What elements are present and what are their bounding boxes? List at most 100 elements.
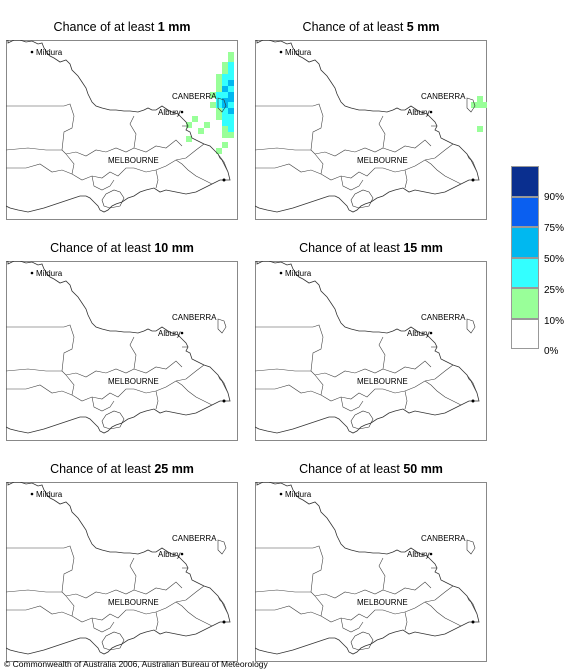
rainfall-cell bbox=[228, 114, 234, 120]
legend-swatch-10 bbox=[511, 288, 539, 319]
district-border bbox=[155, 611, 159, 631]
city-albury-dot bbox=[429, 110, 433, 114]
district-border bbox=[424, 601, 462, 627]
rainfall-cell bbox=[222, 120, 228, 126]
district-border bbox=[378, 557, 386, 591]
copyright-notice: © Commonwealth of Australia 2006, Austra… bbox=[4, 659, 268, 669]
state-outline bbox=[255, 482, 480, 655]
panel-title: Chance of at least 50 mm bbox=[255, 462, 487, 476]
district-border bbox=[129, 557, 137, 591]
district-border bbox=[133, 143, 205, 173]
district-border bbox=[65, 153, 134, 181]
rainfall-cell bbox=[204, 122, 210, 128]
rainfall-cell bbox=[228, 74, 234, 80]
panel-title: Chance of at least 15 mm bbox=[255, 241, 487, 255]
city-label-canberra: CANBERRA bbox=[172, 534, 217, 543]
rainfall-cell bbox=[228, 86, 234, 92]
rainfall-cell bbox=[222, 114, 228, 120]
rainfall-cell bbox=[228, 126, 234, 132]
district-border bbox=[65, 368, 135, 378]
district-border bbox=[382, 364, 454, 394]
district-border bbox=[340, 396, 364, 412]
district-border bbox=[255, 368, 311, 372]
rainfall-cell bbox=[222, 68, 228, 74]
map-5mm: Mildura CANBERRA Albury MELBOURNE bbox=[255, 40, 487, 220]
city-label-melbourne: MELBOURNE bbox=[108, 598, 159, 607]
rainfall-cell bbox=[216, 98, 222, 104]
district-border bbox=[65, 595, 134, 623]
rainfall-cell bbox=[228, 92, 234, 98]
rainfall-cell bbox=[186, 136, 192, 142]
district-border bbox=[175, 380, 213, 406]
district-border bbox=[217, 153, 229, 173]
act-border bbox=[217, 318, 227, 334]
district-border bbox=[255, 605, 322, 617]
district-border bbox=[404, 611, 408, 631]
map-frame bbox=[6, 261, 238, 441]
district-border bbox=[340, 617, 364, 633]
rainfall-cell bbox=[222, 92, 228, 98]
panel-title: Chance of at least 1 mm bbox=[6, 20, 238, 34]
city-label-canberra: CANBERRA bbox=[421, 313, 466, 322]
district-border bbox=[133, 585, 205, 615]
district-border bbox=[382, 585, 454, 615]
legend-label-50: 50% bbox=[544, 254, 565, 265]
legend-swatch-90 bbox=[511, 166, 539, 197]
act-border bbox=[466, 539, 476, 555]
district-border bbox=[255, 163, 322, 175]
city-label-albury: Albury bbox=[158, 550, 181, 559]
city-label-mildura: Mildura bbox=[285, 269, 312, 278]
district-border bbox=[91, 617, 115, 633]
panel-title-prefix: Chance of at least bbox=[299, 241, 404, 255]
city-label-albury: Albury bbox=[407, 108, 430, 117]
district-border bbox=[6, 384, 73, 396]
act-border bbox=[466, 97, 476, 113]
rainfall-cell bbox=[477, 102, 483, 108]
rainfall-cell bbox=[228, 80, 234, 86]
coastal-marker bbox=[471, 178, 475, 182]
district-border bbox=[314, 374, 383, 402]
city-label-melbourne: MELBOURNE bbox=[357, 156, 408, 165]
victoria-map: Mildura CANBERRA Albury MELBOURNE bbox=[6, 482, 238, 662]
city-label-mildura: Mildura bbox=[36, 48, 63, 57]
panel-title-prefix: Chance of at least bbox=[50, 462, 155, 476]
rainfall-cell bbox=[216, 74, 222, 80]
district-border bbox=[175, 601, 213, 627]
coastal-marker bbox=[471, 620, 475, 624]
map-frame bbox=[6, 482, 238, 662]
rainfall-cell bbox=[186, 122, 192, 128]
city-label-mildura: Mildura bbox=[285, 490, 312, 499]
rainfall-cell bbox=[228, 108, 234, 114]
panel-title-amount: 1 mm bbox=[157, 20, 191, 34]
coastal-marker bbox=[222, 178, 226, 182]
map-frame bbox=[255, 482, 487, 662]
legend-swatch-75 bbox=[511, 196, 539, 227]
rainfall-cell bbox=[216, 108, 222, 114]
panel-title-amount: 5 mm bbox=[406, 20, 440, 34]
legend-label-75: 75% bbox=[544, 223, 565, 234]
legend-label-90: 90% bbox=[544, 192, 565, 203]
district-border bbox=[378, 336, 386, 370]
rainfall-cell bbox=[210, 92, 216, 98]
city-albury-dot bbox=[429, 331, 433, 335]
city-mildura-dot bbox=[279, 271, 283, 275]
district-border bbox=[6, 147, 62, 151]
district-border bbox=[314, 153, 383, 181]
district-border bbox=[424, 159, 462, 185]
panel-title-amount: 10 mm bbox=[154, 241, 194, 255]
city-mildura-dot bbox=[279, 50, 283, 54]
panel-title-prefix: Chance of at least bbox=[50, 241, 155, 255]
victoria-map: Mildura CANBERRA Albury MELBOURNE bbox=[255, 40, 487, 220]
district-border bbox=[255, 384, 322, 396]
rainfall-cell bbox=[228, 102, 234, 108]
rainfall-cell bbox=[216, 86, 222, 92]
district-border bbox=[65, 374, 134, 402]
panel-title: Chance of at least 25 mm bbox=[6, 462, 238, 476]
legend-swatch-50 bbox=[511, 227, 539, 258]
rainfall-cell bbox=[228, 98, 234, 104]
city-albury-dot bbox=[180, 331, 184, 335]
port-phillip-bay bbox=[101, 631, 125, 651]
district-border bbox=[466, 595, 478, 615]
rainfall-cell bbox=[216, 102, 222, 108]
city-label-melbourne: MELBOURNE bbox=[108, 377, 159, 386]
